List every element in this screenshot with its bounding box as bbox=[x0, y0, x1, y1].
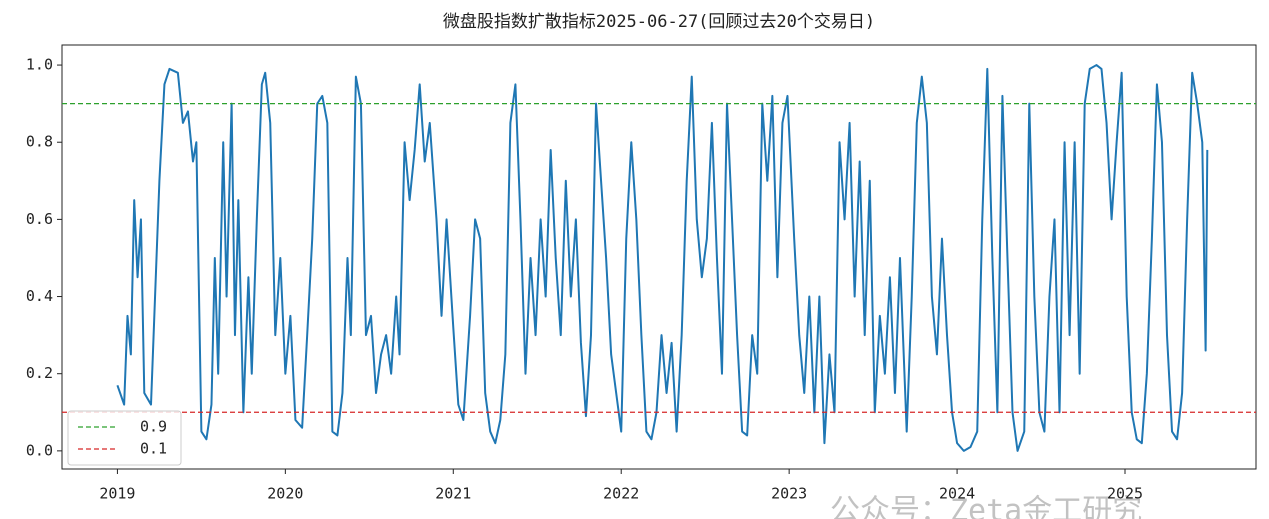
x-tick-label: 2021 bbox=[435, 485, 471, 503]
y-tick-label: 1.0 bbox=[26, 56, 53, 74]
chart-title: 微盘股指数扩散指标2025-06-27(回顾过去20个交易日) bbox=[443, 12, 875, 32]
data-line bbox=[116, 64, 1209, 452]
y-tick-label: 0.6 bbox=[26, 210, 53, 228]
x-tick-label: 2020 bbox=[267, 485, 303, 503]
plot-frame bbox=[61, 44, 1257, 470]
y-tick-label: 0.0 bbox=[26, 441, 53, 459]
x-tick-label: 2019 bbox=[99, 485, 135, 503]
y-tick-label: 0.2 bbox=[26, 364, 53, 382]
legend-label: 0.1 bbox=[140, 440, 167, 458]
x-tick-label: 2024 bbox=[939, 485, 975, 503]
legend-label: 0.9 bbox=[140, 418, 167, 436]
y-tick-label: 0.8 bbox=[26, 133, 53, 151]
y-tick-label: 0.4 bbox=[26, 287, 53, 305]
x-tick-label: 2025 bbox=[1107, 485, 1143, 503]
legend-box bbox=[67, 410, 182, 466]
x-tick-label: 2022 bbox=[603, 485, 639, 503]
x-tick-label: 2023 bbox=[771, 485, 807, 503]
watermark: 公众号：Zeta金工研究 bbox=[830, 494, 1142, 519]
